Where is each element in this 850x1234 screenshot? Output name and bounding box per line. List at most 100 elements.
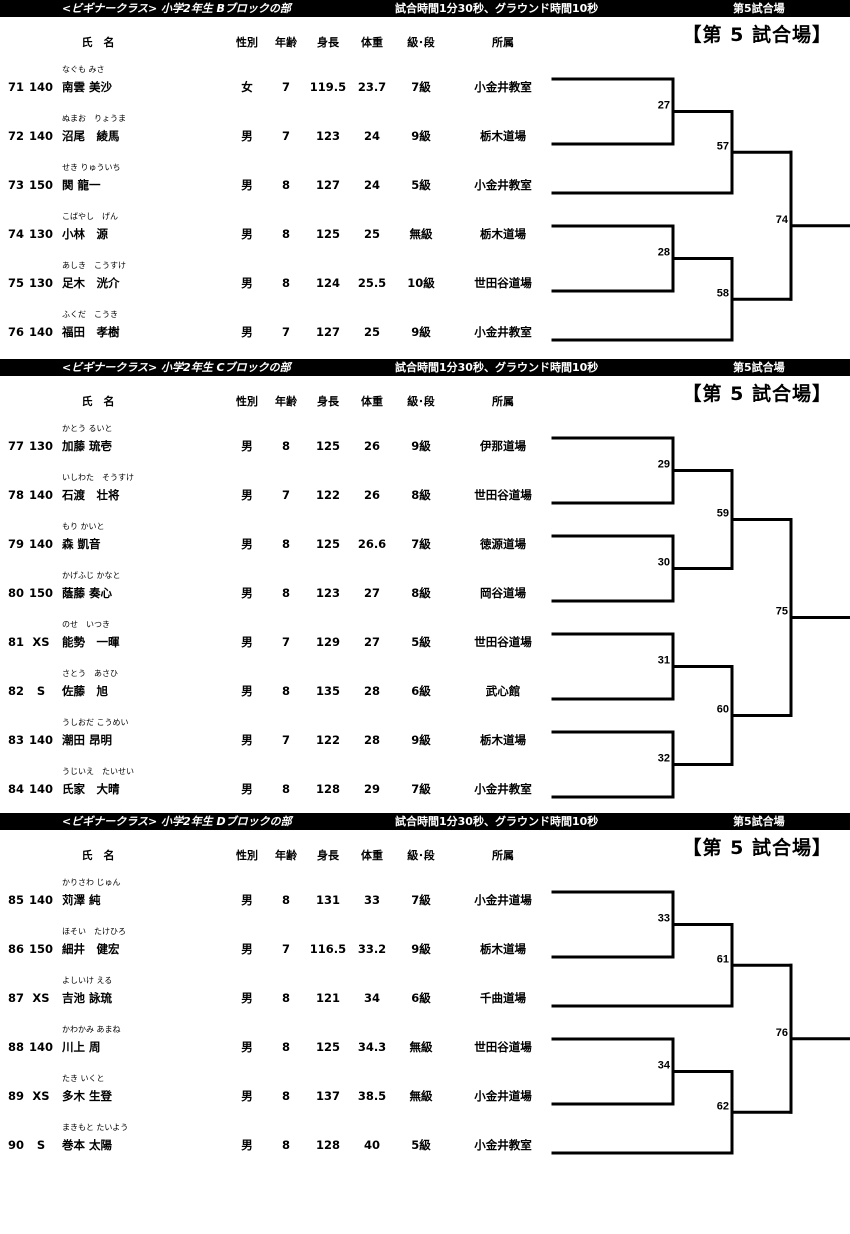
match-number: 60 xyxy=(717,704,729,716)
cell-rank: 7級 xyxy=(411,537,431,551)
player-name: 福田 孝樹 xyxy=(62,325,120,339)
court-stamp: 【第 5 試合場】 xyxy=(682,383,832,405)
cell-dojo: 世田谷道場 xyxy=(474,276,532,290)
court-stamp: 【第 5 試合場】 xyxy=(682,24,832,46)
furigana: のせ いつき xyxy=(62,620,110,629)
furigana: せき りゅういち xyxy=(62,163,121,172)
furigana: ぬまお りょうま xyxy=(62,114,126,123)
cell-weight: 33.2 xyxy=(357,942,387,956)
cell-dojo: 武心館 xyxy=(485,684,521,698)
cell-sex: 男 xyxy=(241,227,253,241)
table-row: うしおだ こうめい 83 140 潮田 昂明 男 7 122 28 9級 栃木道場 xyxy=(0,713,550,753)
table-row: たき いくと 89 XS 多木 生登 男 8 137 38.5 無級 小金井道場 xyxy=(0,1069,550,1109)
cell-rank: 5級 xyxy=(411,1138,431,1152)
entry-number: 82 xyxy=(8,684,25,698)
entry-code: 140 xyxy=(28,1040,53,1054)
cell-weight: 25 xyxy=(363,227,381,241)
entry-code: 130 xyxy=(28,227,53,241)
cell-weight: 24 xyxy=(363,178,381,192)
bracket-tree: 29 30 59 31 32 60 75 xyxy=(551,436,850,799)
entry-number: 74 xyxy=(8,227,25,241)
cell-age: 8 xyxy=(281,1089,291,1103)
entry-code: 150 xyxy=(28,178,53,192)
court-label: 第5試合場 xyxy=(733,2,785,15)
cell-rank: 8級 xyxy=(411,488,431,502)
cell-rank: 6級 xyxy=(411,991,431,1005)
entry-code: 140 xyxy=(28,893,53,907)
entry-number: 72 xyxy=(8,129,25,143)
col-header-dojo: 所属 xyxy=(492,849,514,862)
court-label: 第5試合場 xyxy=(733,361,785,374)
furigana: かわかみ あまね xyxy=(62,1025,121,1034)
player-name: 南雲 美沙 xyxy=(62,80,113,94)
cell-rank: 5級 xyxy=(411,635,431,649)
cell-age: 7 xyxy=(281,129,291,143)
cell-weight: 23.7 xyxy=(357,80,387,94)
furigana: よしいけ える xyxy=(62,976,113,985)
cell-rank: 無級 xyxy=(409,227,433,241)
cell-age: 7 xyxy=(281,942,291,956)
col-header-weight: 体重 xyxy=(361,395,383,408)
player-name: 森 凱音 xyxy=(62,537,101,551)
cell-age: 8 xyxy=(281,227,291,241)
table-row: さとう あさひ 82 S 佐藤 旭 男 8 135 28 6級 武心館 xyxy=(0,664,550,704)
cell-age: 8 xyxy=(281,276,291,290)
player-name: 小林 源 xyxy=(62,227,108,241)
cell-dojo: 世田谷道場 xyxy=(474,1040,532,1054)
col-header-rank: 級･段 xyxy=(407,36,435,49)
col-header-dojo: 所属 xyxy=(492,395,514,408)
match-number: 76 xyxy=(776,1027,788,1039)
cell-weight: 33 xyxy=(363,893,381,907)
cell-rank: 7級 xyxy=(411,782,431,796)
cell-weight: 28 xyxy=(363,733,381,747)
cell-dojo: 栃木道場 xyxy=(480,733,526,747)
col-header-rank: 級･段 xyxy=(407,395,435,408)
match-number: 31 xyxy=(658,655,670,667)
player-name: 関 龍一 xyxy=(62,178,101,192)
player-name: 加藤 琉壱 xyxy=(62,439,113,453)
entry-code: 140 xyxy=(28,80,53,94)
player-name: 氏家 大晴 xyxy=(62,782,120,796)
player-name: 石渡 壮将 xyxy=(62,488,120,502)
cell-weight: 25.5 xyxy=(357,276,387,290)
match-number: 59 xyxy=(717,508,729,520)
cell-dojo: 伊那道場 xyxy=(480,439,526,453)
col-header-age: 年齢 xyxy=(275,395,297,408)
cell-rank: 無級 xyxy=(409,1040,433,1054)
cell-height: 128 xyxy=(315,1138,341,1152)
entry-number: 81 xyxy=(8,635,25,649)
cell-age: 8 xyxy=(281,782,291,796)
cell-sex: 男 xyxy=(241,991,253,1005)
cell-sex: 男 xyxy=(241,586,253,600)
cell-rank: 9級 xyxy=(411,325,431,339)
match-number: 58 xyxy=(717,287,729,299)
furigana: ふくだ こうき xyxy=(62,310,118,319)
cell-rank: 8級 xyxy=(411,586,431,600)
cell-sex: 男 xyxy=(241,1040,253,1054)
cell-age: 8 xyxy=(281,537,291,551)
table-row: ほそい たけひろ 86 150 細井 健宏 男 7 116.5 33.2 9級 栃木道場 xyxy=(0,922,550,962)
cell-dojo: 世田谷道場 xyxy=(474,635,532,649)
time-label: 試合時間1分30秒、グラウンド時間10秒 xyxy=(395,2,599,15)
entry-code: XS xyxy=(32,991,50,1005)
entry-code: 140 xyxy=(28,537,53,551)
match-number: 57 xyxy=(717,140,729,152)
player-name: 多木 生登 xyxy=(62,1089,113,1103)
col-header-rank: 級･段 xyxy=(407,849,435,862)
cell-height: 124 xyxy=(315,276,341,290)
entry-code: 140 xyxy=(28,325,53,339)
col-header-age: 年齢 xyxy=(275,849,297,862)
cell-sex: 男 xyxy=(241,635,253,649)
cell-height: 127 xyxy=(315,178,341,192)
player-name: 川上 周 xyxy=(62,1040,101,1054)
cell-rank: 7級 xyxy=(411,80,431,94)
cell-rank: 9級 xyxy=(411,733,431,747)
block-header-bar: <ビギナークラス> 小学2年生 Cブロックの部 試合時間1分30秒、グラウンド時… xyxy=(0,359,850,376)
col-header-height: 身長 xyxy=(317,395,339,408)
col-header-weight: 体重 xyxy=(361,36,383,49)
furigana: もり かいと xyxy=(62,522,105,531)
col-header-age: 年齢 xyxy=(275,36,297,49)
player-name: 巻本 太陽 xyxy=(62,1138,113,1152)
furigana: いしわた そうすけ xyxy=(62,473,134,482)
entry-code: 150 xyxy=(28,586,53,600)
